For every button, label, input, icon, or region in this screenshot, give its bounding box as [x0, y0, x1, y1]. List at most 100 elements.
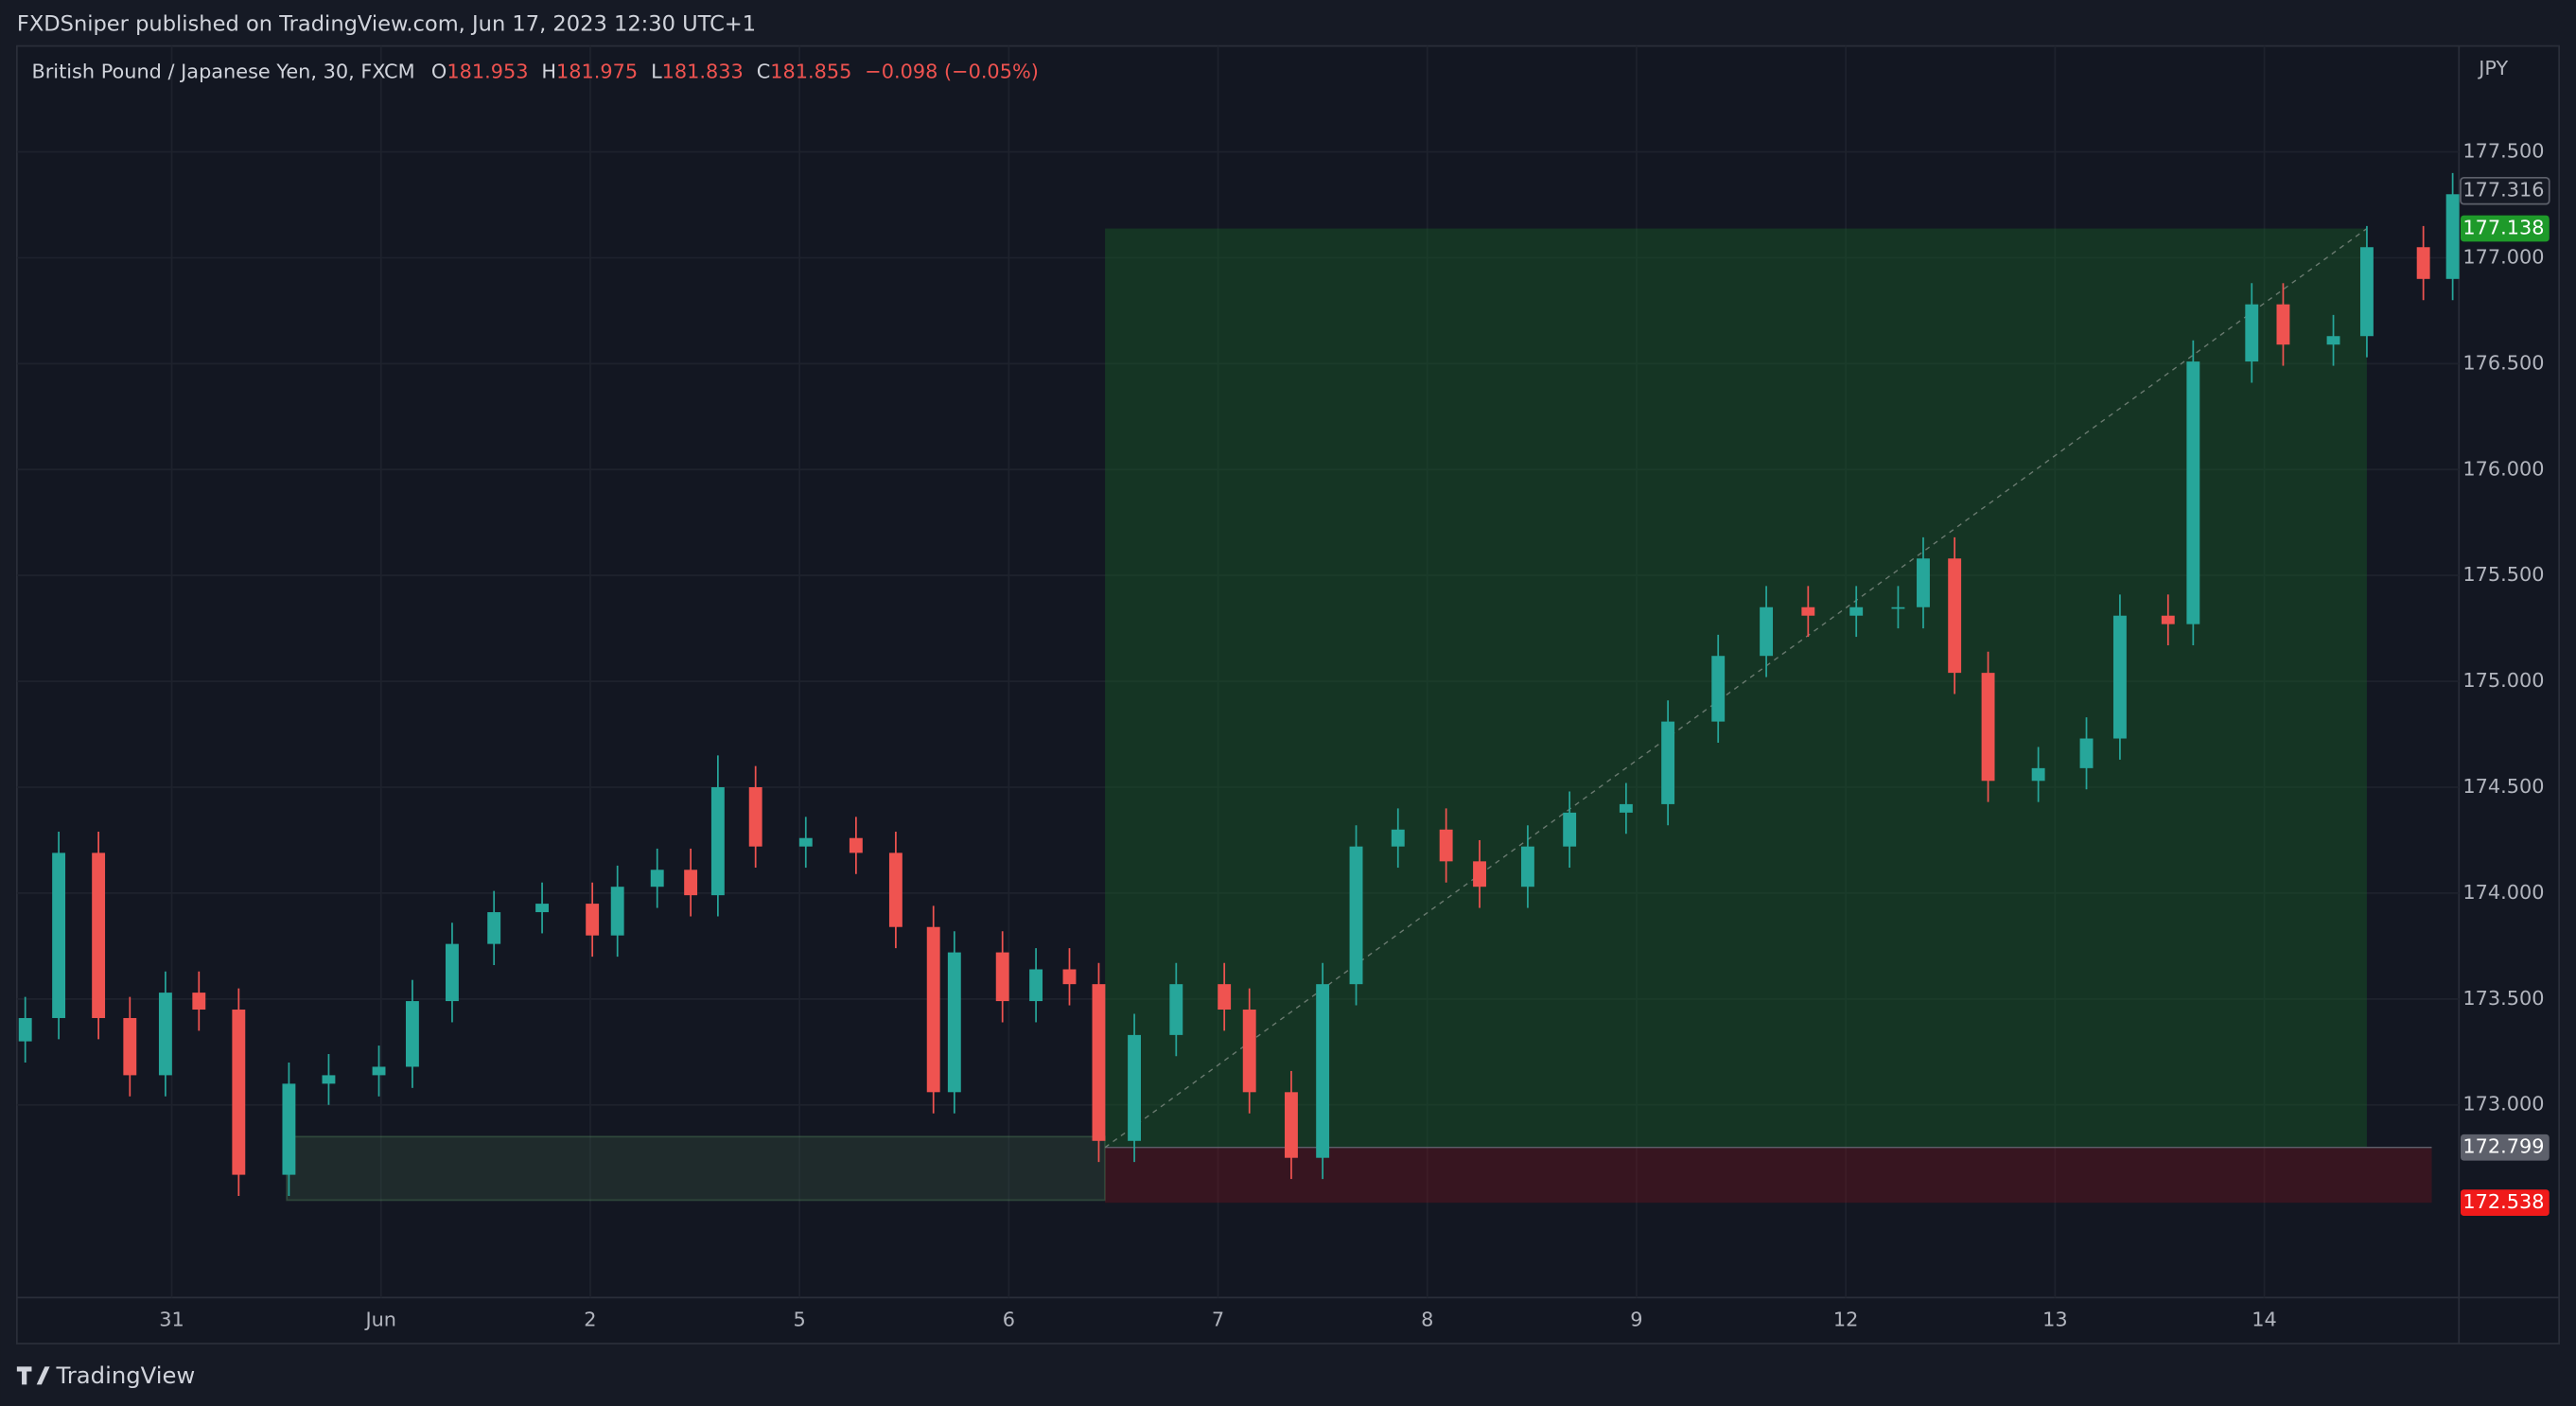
- y-tick-label: 176.500: [2462, 351, 2544, 374]
- legend-key: L: [651, 60, 662, 82]
- y-tick-label: 177.500: [2462, 140, 2544, 163]
- candle-body: [2326, 336, 2340, 345]
- candle-body: [2079, 738, 2094, 768]
- price-label: 172.799: [2462, 1135, 2544, 1158]
- candle-body: [1563, 812, 1577, 847]
- legend-key: O: [431, 60, 447, 82]
- y-tick-label: 175.000: [2462, 669, 2544, 692]
- candle-body: [1391, 829, 1405, 847]
- candle-body: [748, 787, 762, 847]
- candle-body: [1439, 829, 1453, 862]
- candle-body: [1760, 606, 1774, 657]
- candle-body: [1473, 861, 1486, 888]
- price-label-box: [2460, 1189, 2550, 1217]
- trend-dashed: [1104, 227, 2368, 1149]
- y-tick-label: 173.500: [2462, 987, 2544, 1010]
- x-tick-label: 7: [1212, 1309, 1224, 1331]
- candle-body: [1917, 558, 1930, 607]
- y-tick-label: 174.000: [2462, 881, 2544, 904]
- price-label-box: [2460, 1134, 2550, 1161]
- logo: TradingView: [16, 1362, 196, 1389]
- candle-body: [1981, 673, 1995, 782]
- legend-value: 181.953: [447, 60, 528, 82]
- candle-body: [849, 837, 863, 853]
- candle-body: [158, 993, 172, 1076]
- price-label: 177.138: [2462, 217, 2544, 239]
- zone: [286, 1135, 1106, 1202]
- candle-body: [232, 1010, 246, 1175]
- x-tick-label: 8: [1421, 1309, 1433, 1331]
- candle-body: [322, 1075, 336, 1084]
- candle-body: [1285, 1092, 1298, 1158]
- candle-body: [2245, 304, 2259, 362]
- legend-key: C: [757, 60, 771, 82]
- y-tick-label: 176.000: [2462, 457, 2544, 480]
- candle-body: [405, 1001, 419, 1067]
- candle-body: [2161, 615, 2175, 624]
- x-tick-label: 9: [1630, 1309, 1642, 1331]
- candle-body: [995, 952, 1009, 1002]
- candle-body: [2186, 361, 2200, 624]
- candle-body: [2445, 194, 2460, 279]
- x-tick-label: 14: [2252, 1309, 2277, 1331]
- candle-body: [1661, 721, 1675, 804]
- candle-body: [2359, 247, 2374, 337]
- candle-body: [2031, 767, 2045, 782]
- price-label-box: [2460, 215, 2550, 242]
- candle-body: [1891, 606, 1905, 609]
- legend: British Pound / Japanese Yen, 30, FXCM O1…: [31, 60, 1038, 82]
- candle-body: [1849, 606, 1864, 616]
- y-tick-label: 175.500: [2462, 563, 2544, 586]
- candle-body: [1128, 1034, 1142, 1141]
- price-label-box: [2460, 176, 2550, 205]
- candle-body: [1619, 803, 1633, 813]
- candle-body: [710, 787, 725, 896]
- legend-change: −0.098 (−0.05%): [865, 60, 1039, 82]
- x-tick-label: 2: [584, 1309, 596, 1331]
- candle-body: [52, 852, 66, 1018]
- symbol: British Pound / Japanese Yen, 30, FXCM: [31, 60, 414, 82]
- x-tick-label: 12: [1833, 1309, 1859, 1331]
- x-tick-label: 13: [2042, 1309, 2068, 1331]
- candle-body: [1316, 984, 1330, 1158]
- y-tick-label: 173.000: [2462, 1093, 2544, 1116]
- candle-body: [586, 904, 600, 936]
- candle-body: [123, 1017, 137, 1076]
- candle-body: [18, 1017, 32, 1042]
- candle-body: [1948, 558, 1962, 674]
- candle-body: [1711, 656, 1726, 722]
- candle-body: [2416, 247, 2430, 279]
- candle-body: [2112, 615, 2127, 739]
- candle-body: [650, 870, 664, 888]
- currency: JPY: [2477, 57, 2508, 79]
- candle-body: [926, 926, 940, 1093]
- candle-body: [372, 1066, 386, 1076]
- price-label: 172.538: [2462, 1190, 2544, 1213]
- legend-key: H: [541, 60, 556, 82]
- price-label: 177.316: [2462, 179, 2544, 202]
- candle-body: [798, 837, 813, 847]
- candle-body: [2276, 304, 2290, 345]
- candle-body: [684, 870, 698, 896]
- logo-icon: [16, 1366, 50, 1385]
- candle-body: [1520, 846, 1534, 888]
- candle-body: [1242, 1010, 1256, 1093]
- candle-body: [1169, 984, 1183, 1035]
- candle-body: [535, 904, 550, 913]
- x-tick-label: Jun: [363, 1309, 396, 1331]
- x-tick-label: 5: [794, 1309, 806, 1331]
- candle-body: [1349, 846, 1363, 985]
- candle-body: [1218, 984, 1232, 1011]
- stop-zone: [1105, 1147, 2432, 1204]
- y-tick-label: 177.000: [2462, 245, 2544, 268]
- header-title: FXDSniper published on TradingView.com, …: [17, 12, 756, 37]
- candle-body: [1801, 606, 1815, 616]
- candle-body: [947, 952, 961, 1093]
- x-tick-label: 6: [1003, 1309, 1015, 1331]
- candle-body: [1029, 969, 1043, 1002]
- candle-body: [192, 993, 206, 1011]
- footer-brand: TradingView: [56, 1362, 196, 1389]
- candle-body: [888, 852, 902, 927]
